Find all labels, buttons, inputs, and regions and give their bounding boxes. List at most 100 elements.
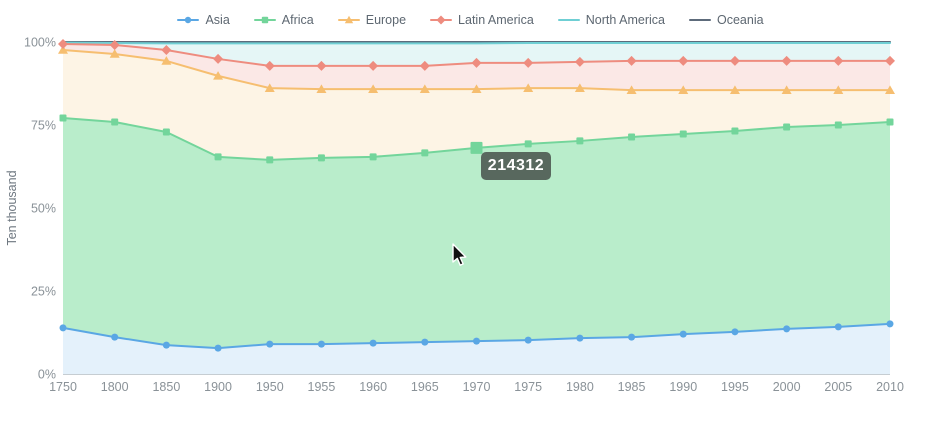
point-africa-2005[interactable] xyxy=(834,121,842,129)
point-europe-1800[interactable] xyxy=(109,49,120,58)
point-asia-1985[interactable] xyxy=(628,333,636,341)
point-africa-1965[interactable] xyxy=(421,149,429,157)
y-tick-100: 100% xyxy=(24,36,56,50)
point-africa-1975[interactable] xyxy=(524,140,532,148)
point-europe-1985[interactable] xyxy=(626,85,637,94)
point-africa-1990[interactable] xyxy=(679,130,687,138)
legend-item-latin-america[interactable]: Latin America xyxy=(430,13,534,27)
point-asia-1965[interactable] xyxy=(421,338,429,346)
point-africa-1995[interactable] xyxy=(731,127,739,135)
point-africa-1850[interactable] xyxy=(162,128,170,136)
legend-marker-north-america xyxy=(557,19,580,21)
point-europe-1965[interactable] xyxy=(419,84,430,93)
x-tick-1900: 1900 xyxy=(204,380,232,394)
point-latin-america-1970[interactable] xyxy=(471,57,482,68)
point-asia-1995[interactable] xyxy=(731,328,739,336)
point-latin-america-1750[interactable] xyxy=(58,38,68,49)
point-asia-1955[interactable] xyxy=(317,340,325,348)
point-asia-1850[interactable] xyxy=(162,341,170,349)
legend-item-europe[interactable]: Europe xyxy=(337,13,407,27)
point-latin-america-1975[interactable] xyxy=(523,57,534,68)
legend-item-north-america[interactable]: North America xyxy=(557,13,665,27)
point-latin-america-1980[interactable] xyxy=(574,56,585,67)
point-africa-1960[interactable] xyxy=(369,153,377,161)
legend-label-africa: Africa xyxy=(281,13,314,27)
legend-label-north-america: North America xyxy=(585,13,665,27)
y-tick-0: 0% xyxy=(38,368,56,382)
x-tick-1955: 1955 xyxy=(308,380,336,394)
point-latin-america-1960[interactable] xyxy=(368,60,379,71)
x-tick-1960: 1960 xyxy=(359,380,387,394)
point-europe-1900[interactable] xyxy=(213,71,224,80)
point-latin-america-1955[interactable] xyxy=(316,60,327,71)
point-asia-1800[interactable] xyxy=(111,333,119,341)
point-latin-america-1800[interactable] xyxy=(109,39,120,50)
point-asia-2005[interactable] xyxy=(834,323,842,331)
legend-label-europe: Europe xyxy=(365,13,407,27)
point-europe-1950[interactable] xyxy=(264,83,275,92)
point-africa-1900[interactable] xyxy=(214,153,222,161)
point-africa-1950[interactable] xyxy=(266,156,274,164)
point-africa-2000[interactable] xyxy=(783,123,791,131)
legend-marker-oceania xyxy=(688,19,711,21)
x-tick-1995: 1995 xyxy=(721,380,749,394)
point-europe-1990[interactable] xyxy=(678,85,689,94)
y-tick-50: 50% xyxy=(31,202,56,216)
point-asia-2010[interactable] xyxy=(886,320,894,328)
point-europe-1975[interactable] xyxy=(523,83,534,92)
point-asia-1900[interactable] xyxy=(214,344,222,352)
point-asia-1980[interactable] xyxy=(576,334,584,342)
point-latin-america-2010[interactable] xyxy=(885,55,895,66)
point-africa-1955[interactable] xyxy=(317,154,325,162)
y-tick-75: 75% xyxy=(31,119,56,133)
point-asia-1990[interactable] xyxy=(679,330,687,338)
point-africa-1800[interactable] xyxy=(111,118,119,126)
legend-marker-europe xyxy=(337,15,360,24)
x-tick-1985: 1985 xyxy=(618,380,646,394)
axis-labels: 0% 25% 50% 75% 100% 1750 1800 1850 1900 1950 1955 1… xyxy=(5,36,904,395)
point-europe-2005[interactable] xyxy=(833,85,844,94)
x-tick-1990: 1990 xyxy=(669,380,697,394)
x-tick-2005: 2005 xyxy=(824,380,852,394)
point-latin-america-1950[interactable] xyxy=(264,60,275,71)
point-europe-2000[interactable] xyxy=(781,85,792,94)
point-europe-1960[interactable] xyxy=(368,84,379,93)
x-tick-2000: 2000 xyxy=(773,380,801,394)
point-africa-1985[interactable] xyxy=(628,133,636,141)
point-europe-1750[interactable] xyxy=(58,45,68,54)
point-latin-america-2005[interactable] xyxy=(833,55,844,66)
hovered-point-africa-1970[interactable] xyxy=(470,141,483,154)
area-africa[interactable] xyxy=(63,118,890,349)
point-europe-1995[interactable] xyxy=(729,85,740,94)
legend-item-asia[interactable]: Asia xyxy=(177,13,230,27)
legend-item-oceania[interactable]: Oceania xyxy=(688,13,764,27)
point-latin-america-2000[interactable] xyxy=(781,55,792,66)
y-tick-25: 25% xyxy=(31,285,56,299)
legend-label-asia: Asia xyxy=(205,13,230,27)
line-north-america[interactable] xyxy=(62,41,891,45)
legend-item-africa[interactable]: Africa xyxy=(253,13,314,27)
point-europe-1850[interactable] xyxy=(161,56,172,65)
point-europe-2010[interactable] xyxy=(885,85,895,94)
point-asia-1950[interactable] xyxy=(266,340,274,348)
point-africa-1980[interactable] xyxy=(576,137,584,145)
point-latin-america-1900[interactable] xyxy=(213,53,224,64)
point-europe-1970[interactable] xyxy=(471,84,482,93)
x-tick-1950: 1950 xyxy=(256,380,284,394)
point-europe-1980[interactable] xyxy=(574,83,585,92)
point-latin-america-1995[interactable] xyxy=(729,55,740,66)
point-africa-1750[interactable] xyxy=(59,114,67,122)
point-asia-1750[interactable] xyxy=(59,324,67,332)
point-asia-1975[interactable] xyxy=(524,336,532,344)
point-africa-2010[interactable] xyxy=(886,118,894,126)
point-asia-1960[interactable] xyxy=(369,339,377,347)
point-latin-america-1965[interactable] xyxy=(419,60,430,71)
point-europe-1955[interactable] xyxy=(316,84,327,93)
point-latin-america-1850[interactable] xyxy=(161,44,172,55)
point-latin-america-1985[interactable] xyxy=(626,55,637,66)
point-latin-america-1990[interactable] xyxy=(678,55,689,66)
point-asia-2000[interactable] xyxy=(783,325,791,333)
point-asia-1970[interactable] xyxy=(473,337,480,345)
